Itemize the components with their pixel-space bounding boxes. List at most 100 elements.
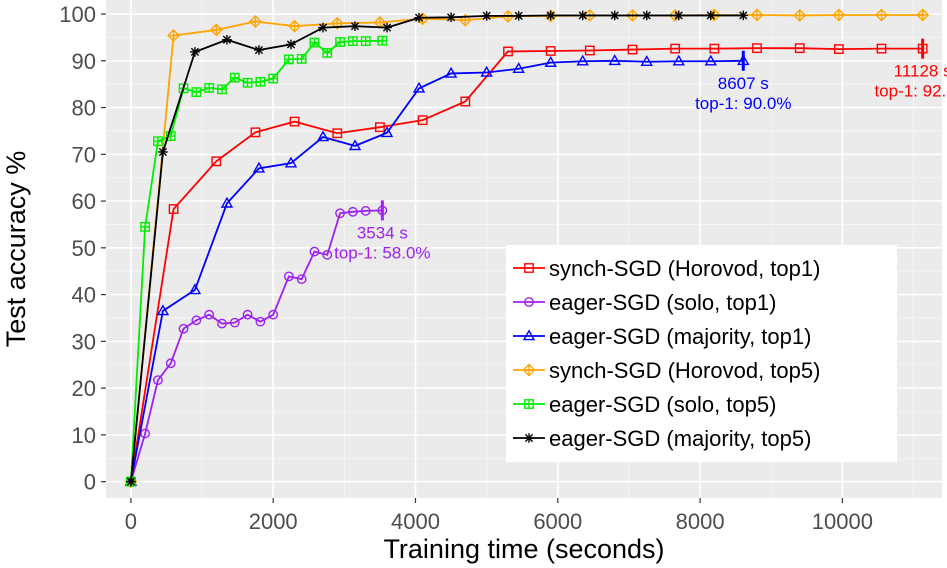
- data-point-majority-top5: [318, 22, 328, 33]
- data-point-solo-top1: [153, 375, 163, 386]
- data-point-horovod-top1: [794, 43, 805, 54]
- x-tick-label: 8000: [676, 509, 725, 534]
- data-point-solo-top1: [140, 428, 151, 439]
- legend-key-horovod-top5: [513, 363, 545, 377]
- data-point-solo-top1: [283, 271, 294, 282]
- y-tick-label: 30: [72, 329, 96, 354]
- data-point-solo-top1: [360, 205, 371, 216]
- series-line-horovod-top1: [130, 47, 923, 482]
- data-point-majority-top1: [544, 56, 557, 67]
- y-tick-label: 40: [72, 283, 96, 308]
- data-point-solo-top1: [242, 309, 253, 320]
- series-line-majority-top5: [130, 14, 744, 482]
- legend-label-horovod-top5: synch-SGD (Horovod, top5): [549, 358, 820, 383]
- data-point-majority-top5: [609, 10, 620, 21]
- data-point-majority-top1: [412, 81, 426, 93]
- data-point-majority-top5: [158, 147, 168, 157]
- data-point-majority-top5: [222, 34, 232, 45]
- data-point-solo-top5: [268, 73, 279, 84]
- legend-box: [506, 245, 897, 462]
- data-point-solo-top1: [268, 309, 279, 320]
- data-point-solo-top1: [309, 246, 320, 257]
- data-point-solo-top1: [322, 249, 333, 260]
- data-point-majority-top1: [156, 304, 170, 316]
- legend-key-solo-top1: [513, 297, 545, 307]
- data-point-majority-top1: [380, 126, 394, 138]
- data-point-solo-top5: [140, 221, 151, 232]
- data-point-majority-top1: [608, 54, 621, 66]
- data-point-majority-top5: [190, 47, 200, 57]
- y-axis-title: Test accuracy %: [1, 151, 31, 348]
- data-point-horovod-top5: [916, 8, 930, 22]
- legend-marker-solo-top1: [524, 297, 534, 307]
- legend-keys: [513, 263, 545, 443]
- data-point-majority-top1: [480, 65, 493, 77]
- axes: 0 2000 4000 6000 8000 10000 0 10 20 30 40 50 60 70 80 9…: [59, 2, 873, 534]
- data-point-horovod-top1: [709, 43, 720, 54]
- x-tick-label: 0: [125, 509, 137, 534]
- annotation-time-horovod: 11128 s: [894, 62, 947, 81]
- data-point-majority-top5: [126, 476, 136, 487]
- legend-key-horovod-top1: [513, 263, 545, 273]
- series-line-solo-top5: [130, 39, 383, 482]
- legend-marker-majority-top1: [522, 329, 536, 341]
- annotation-accuracy-majority: top-1: 90.0%: [695, 94, 791, 113]
- y-tick-label: 60: [72, 189, 96, 214]
- data-point-horovod-top5: [248, 15, 262, 28]
- data-point-horovod-top1: [168, 204, 179, 214]
- data-point-majority-top1: [576, 54, 589, 66]
- data-point-solo-top5: [229, 72, 240, 83]
- data-point-horovod-top1: [670, 43, 681, 54]
- data-point-solo-top5: [217, 84, 227, 95]
- annotation-solo: 3534 s top-1: 58.0%: [334, 200, 431, 262]
- x-tick-label: 10000: [812, 509, 873, 534]
- legend-label-horovod-top1: synch-SGD (Horovod, top1): [549, 256, 820, 281]
- data-point-majority-top5: [738, 10, 749, 21]
- data-point-majority-top1: [220, 196, 234, 208]
- data-point-solo-top1: [347, 206, 358, 217]
- data-point-horovod-top5: [793, 8, 807, 22]
- legend-label-solo-top1: eager-SGD (solo, top1): [549, 290, 776, 315]
- data-point-majority-top1: [188, 283, 202, 295]
- data-point-majority-top1: [672, 54, 685, 66]
- data-point-majority-top1: [704, 54, 717, 66]
- data-point-horovod-top1: [833, 44, 844, 54]
- data-point-solo-top5: [296, 54, 307, 64]
- series-majority-top5: [126, 10, 749, 487]
- data-point-horovod-top1: [584, 45, 595, 56]
- data-point-solo-top5: [283, 54, 294, 65]
- data-point-majority-top5: [286, 39, 296, 50]
- series-solo-top1: [126, 205, 388, 487]
- data-point-majority-top5: [350, 21, 360, 31]
- data-point-horovod-top5: [875, 8, 889, 22]
- data-point-majority-top1: [284, 156, 298, 168]
- data-point-horovod-top1: [375, 122, 385, 133]
- data-point-horovod-top1: [211, 156, 222, 167]
- data-point-horovod-top1: [332, 128, 343, 139]
- data-point-majority-top1: [512, 62, 525, 74]
- y-tick-label: 0: [84, 470, 96, 495]
- legend-label-solo-top5: eager-SGD (solo, top5): [549, 392, 776, 417]
- annotation-majority: 8607 s top-1: 90.0%: [695, 50, 791, 113]
- y-tick-label: 90: [72, 49, 96, 74]
- data-point-solo-top5: [377, 35, 388, 46]
- data-point-majority-top5: [382, 22, 392, 33]
- x-tick-label: 2000: [249, 509, 298, 534]
- data-point-majority-top5: [513, 11, 524, 21]
- data-point-solo-top5: [191, 87, 202, 98]
- data-point-solo-top5: [153, 136, 163, 147]
- series-majority-top1: [124, 54, 750, 486]
- data-point-horovod-top5: [832, 8, 846, 22]
- data-point-majority-top5: [254, 45, 264, 55]
- annotation-time-solo: 3534 s: [357, 223, 408, 242]
- data-point-majority-top5: [414, 12, 424, 23]
- data-point-solo-top1: [217, 318, 227, 329]
- data-point-solo-top5: [360, 36, 371, 47]
- data-point-horovod-top1: [876, 43, 887, 54]
- legend-marker-solo-top5: [524, 399, 534, 409]
- data-point-solo-top1: [255, 316, 266, 327]
- data-point-solo-top1: [191, 315, 202, 326]
- data-point-solo-top1: [204, 309, 215, 320]
- data-point-horovod-top1: [460, 96, 471, 107]
- data-point-majority-top5: [705, 10, 716, 21]
